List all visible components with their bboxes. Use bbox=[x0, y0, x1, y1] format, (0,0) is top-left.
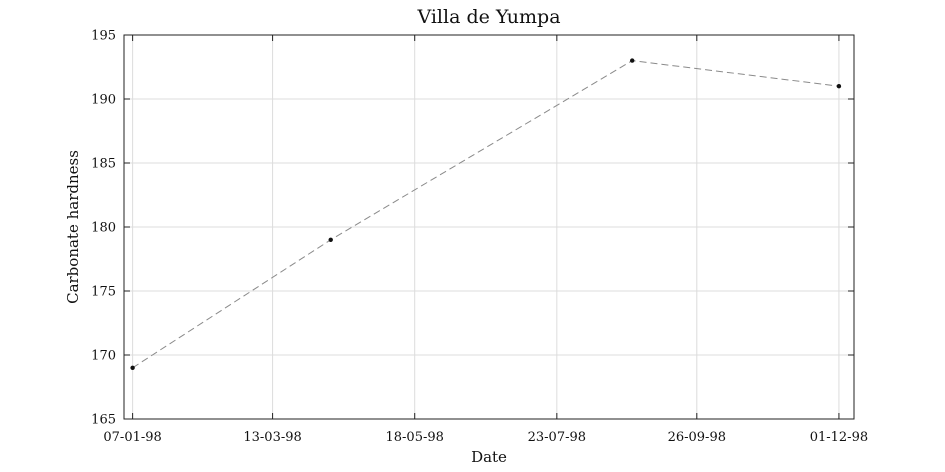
grid-layer bbox=[124, 34, 854, 420]
x-axis-label: Date bbox=[471, 448, 507, 466]
y-tick-label: 195 bbox=[91, 29, 116, 44]
data-point bbox=[836, 84, 842, 89]
data-point bbox=[328, 237, 333, 242]
y-tick-label: 185 bbox=[91, 157, 116, 172]
x-tick-label: 13-03-98 bbox=[243, 430, 301, 445]
x-tick-label: 07-01-98 bbox=[103, 430, 161, 445]
x-tick-label: 01-12-98 bbox=[810, 430, 868, 445]
y-tick-label: 190 bbox=[91, 93, 116, 108]
tick-layer: 07-01-98 13-03-98 18-05-98 23-07-98 26-09-98… bbox=[91, 29, 868, 446]
y-tick-label: 165 bbox=[91, 413, 116, 428]
y-tick-label: 170 bbox=[91, 349, 116, 364]
y-axis-label: Carbonate hardness bbox=[64, 150, 82, 304]
x-tick-label: 26-09-98 bbox=[668, 430, 726, 445]
x-tick-label: 23-07-98 bbox=[528, 430, 586, 445]
y-tick-label: 180 bbox=[91, 221, 116, 236]
series-line bbox=[132, 60, 839, 369]
series-layer bbox=[130, 58, 842, 370]
data-point bbox=[130, 365, 135, 370]
x-tick-label: 18-05-98 bbox=[385, 430, 443, 445]
y-tick-label: 175 bbox=[91, 285, 116, 300]
chart-title: Villa de Yumpa bbox=[416, 6, 560, 28]
data-point bbox=[630, 58, 635, 63]
